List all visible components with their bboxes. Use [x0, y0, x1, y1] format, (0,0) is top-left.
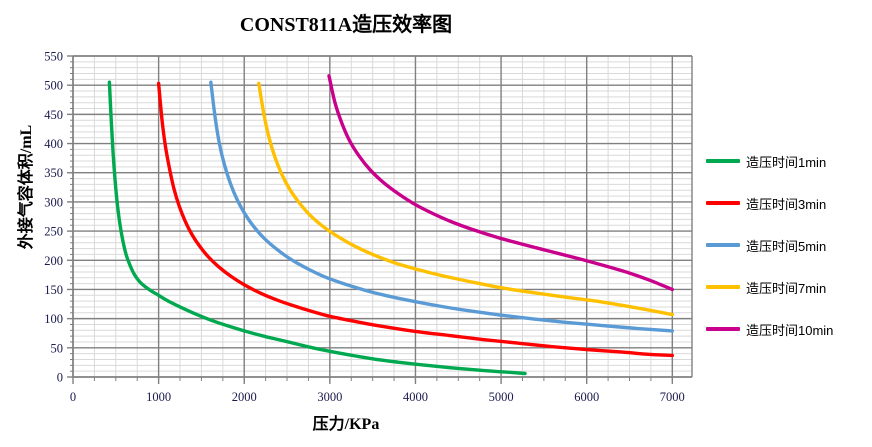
y-tick-label: 50 — [51, 341, 64, 355]
legend-item[interactable]: 造压时间10min — [706, 308, 866, 350]
chart-legend: 造压时间1min 造压时间3min 造压时间5min 造压时间7min 造压时间10mi… — [706, 140, 866, 350]
legend-color-swatch — [706, 159, 740, 163]
y-tick-label: 200 — [44, 254, 63, 268]
legend-item[interactable]: 造压时间3min — [706, 182, 866, 224]
y-tick-label: 550 — [44, 50, 63, 64]
series-line — [156, 81, 675, 358]
data-series-group — [107, 74, 675, 376]
legend-item[interactable]: 造压时间7min — [706, 266, 866, 308]
x-tick-label: 7000 — [660, 390, 685, 404]
legend-item-label: 造压时间10min — [746, 322, 834, 338]
axis-tick-labels: 0 50 100 150 200 250 300 350 400 450 500 550 0 1000 20… — [44, 50, 685, 405]
legend-item-label: 造压时间1min — [746, 154, 827, 170]
legend-color-swatch — [706, 243, 740, 247]
y-axis-title: 外接气容体积/mL — [18, 124, 35, 250]
x-tick-label: 1000 — [146, 390, 171, 404]
axis-ticks — [67, 55, 674, 384]
y-tick-label: 150 — [44, 283, 63, 297]
y-tick-label: 0 — [57, 371, 63, 385]
y-tick-label: 400 — [44, 137, 63, 151]
legend-color-swatch — [706, 285, 740, 289]
y-tick-label: 300 — [44, 195, 63, 209]
x-tick-label: 2000 — [232, 390, 257, 404]
legend-item-label: 造压时间5min — [746, 238, 827, 254]
legend-item-label: 造压时间3min — [746, 196, 827, 212]
y-tick-label: 100 — [44, 312, 63, 326]
y-tick-label: 350 — [44, 166, 63, 180]
y-tick-label: 450 — [44, 108, 63, 122]
y-tick-label: 500 — [44, 79, 63, 93]
x-tick-label: 3000 — [317, 390, 342, 404]
x-axis-title: 压力/KPa — [312, 416, 380, 433]
y-tick-label: 250 — [44, 225, 63, 239]
x-tick-label: 5000 — [489, 390, 514, 404]
x-tick-label: 4000 — [403, 390, 428, 404]
major-gridlines — [72, 55, 692, 378]
legend-item-label: 造压时间7min — [746, 280, 827, 296]
legend-item[interactable]: 造压时间5min — [706, 224, 866, 266]
legend-color-swatch — [706, 327, 740, 331]
axis-lines — [72, 55, 693, 378]
legend-item[interactable]: 造压时间1min — [706, 140, 866, 182]
series-line — [209, 80, 675, 333]
legend-color-swatch — [706, 201, 740, 205]
series-line — [327, 74, 675, 292]
chart-title: CONST811A造压效率图 — [239, 14, 453, 36]
x-tick-label: 0 — [70, 390, 76, 404]
series-line — [257, 81, 675, 317]
x-tick-label: 6000 — [574, 390, 599, 404]
series-line — [107, 80, 527, 376]
minor-gridlines — [72, 55, 692, 378]
